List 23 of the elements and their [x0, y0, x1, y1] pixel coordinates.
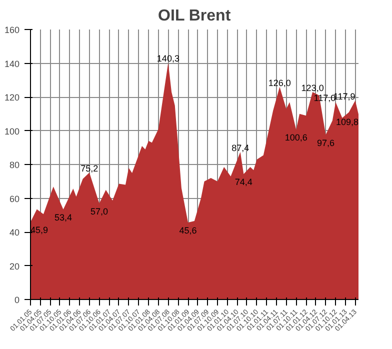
y-tick-label: 80: [9, 160, 20, 170]
y-tick-label: 0: [14, 295, 20, 305]
y-tick-label: 60: [9, 194, 20, 204]
y-tick-label: 160: [4, 25, 20, 35]
annotation: 123,0: [301, 82, 324, 93]
annotation: 87,4: [232, 143, 250, 154]
annotation: 126,0: [268, 78, 291, 88]
annotation: 75,2: [80, 164, 98, 174]
annotation: 57,0: [90, 206, 108, 216]
annotation: 45,9: [30, 225, 48, 236]
y-tick-label: 40: [9, 228, 20, 238]
y-tick-label: 100: [4, 126, 20, 136]
y-tick-label: 20: [9, 261, 20, 272]
annotation: 100,6: [284, 132, 308, 143]
annotation: 53,4: [54, 212, 72, 222]
chart-title: OIL Brent: [158, 8, 232, 24]
annotation: 140,3: [156, 54, 180, 64]
annotation: 45,6: [179, 226, 197, 236]
y-tick-label: 140: [4, 58, 20, 69]
annotation: 74,4: [234, 176, 252, 187]
annotation: 97,6: [316, 138, 334, 148]
y-tick-label: 120: [4, 92, 20, 102]
annotation: 109,8: [336, 117, 359, 128]
